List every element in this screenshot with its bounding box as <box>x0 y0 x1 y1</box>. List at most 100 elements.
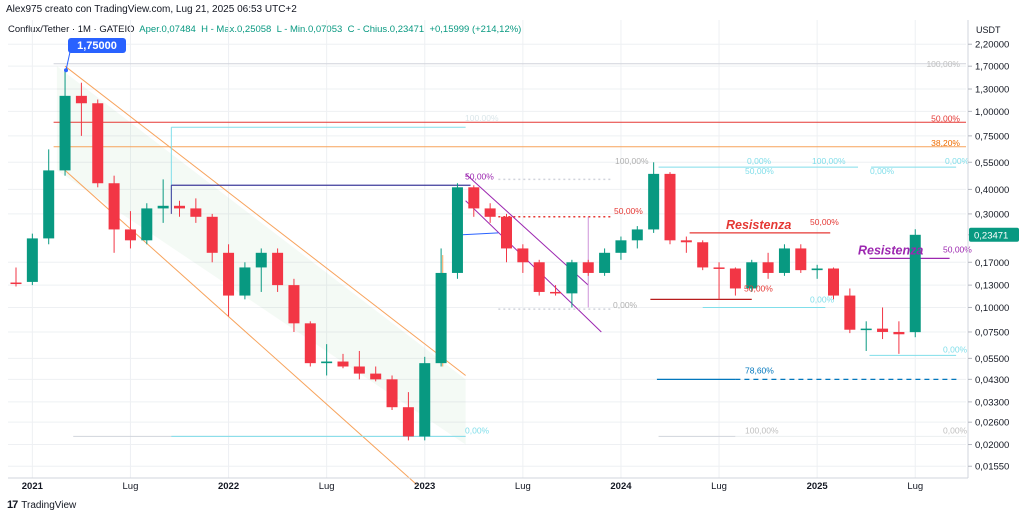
candle-body <box>582 262 594 273</box>
candle-body <box>484 208 496 217</box>
candle-body <box>157 205 169 209</box>
candle-body <box>844 295 856 330</box>
tradingview-brand[interactable]: 17 TradingView <box>7 499 76 511</box>
candle-body <box>272 252 284 286</box>
candle-body <box>517 248 529 263</box>
time-tick-label: 2021 <box>22 481 44 492</box>
candle-body <box>664 173 676 241</box>
candle-body <box>680 240 692 243</box>
candle-body <box>255 252 267 268</box>
ohlc-high: H - Max.0,25058 <box>201 24 272 35</box>
candles <box>10 71 921 441</box>
price-tick-label: 0,02600 <box>975 418 1009 429</box>
channel-lower-line <box>64 170 417 485</box>
candle-body <box>75 95 87 104</box>
price-tick-label: 0,13000 <box>975 281 1009 292</box>
brand-name: TradingView <box>21 499 77 511</box>
fib-level-label: 50,00% <box>810 217 839 227</box>
candle-body <box>599 252 611 273</box>
candle-body <box>451 187 463 273</box>
fib-level-label: 0,00% <box>810 294 835 304</box>
candle-body <box>353 366 365 374</box>
fib-level-label: 50,00% <box>614 206 643 216</box>
candle-body <box>533 262 545 292</box>
ohlc-open: Aper.0,07484 <box>139 24 196 35</box>
candle-body <box>860 328 872 331</box>
fib-level-label: 100,00% <box>615 156 649 166</box>
candle-body <box>43 170 55 239</box>
time-tick-label: Lug <box>711 481 727 492</box>
candle-body <box>419 363 431 437</box>
purple-channel-lower <box>465 200 602 333</box>
candle-body <box>762 262 774 273</box>
price-tick-label: 0,04300 <box>975 375 1009 386</box>
fib-level-label: 100,00% <box>926 59 960 69</box>
candle-body <box>174 205 185 209</box>
price-tick-label: 0,10000 <box>975 303 1009 314</box>
candle-body <box>746 262 758 289</box>
price-tick-label: 0,17000 <box>975 258 1009 269</box>
candle-body <box>26 238 38 282</box>
candle-body <box>370 373 382 380</box>
fib-level-label: 0,00% <box>943 344 968 354</box>
candle-body <box>615 240 627 253</box>
time-tick-label: Lug <box>319 481 335 492</box>
candle-body <box>386 379 398 408</box>
fib-level-label: 0,00% <box>613 300 638 310</box>
time-tick-label: 2023 <box>414 481 435 492</box>
price-tick-label: 0,01550 <box>975 462 1009 473</box>
candle-body <box>893 331 905 335</box>
fib-level-label: 100,00% <box>745 425 779 435</box>
candle-body <box>288 285 300 324</box>
time-axis[interactable]: 2021 Lug 2022 Lug 2023 Lug 2024 Lug 2025 Lug <box>8 477 968 492</box>
price-tick-label: 0,07500 <box>975 327 1009 338</box>
ohlc-close: C - Chius.0,23471 <box>347 24 425 35</box>
candle-body <box>877 328 889 332</box>
price-tick-label: 0,03300 <box>975 397 1009 408</box>
candle-body <box>124 229 136 241</box>
candle-body <box>795 248 807 271</box>
candle-body <box>697 242 709 268</box>
candle-body <box>141 208 153 241</box>
candle-body <box>566 262 578 294</box>
high-callout-label: 1,75000 <box>77 40 117 52</box>
current-price-badge <box>969 227 1019 242</box>
resistance-label-2: Resistenza <box>858 243 923 257</box>
time-tick-label: Lug <box>123 481 139 492</box>
high-callout-dot <box>64 68 68 73</box>
fib-level-label: 0,00% <box>747 156 772 166</box>
resistance-label-1: Resistenza <box>726 218 791 232</box>
candle-body <box>778 248 790 273</box>
ohlc-low: L - Min.0,07053 <box>276 24 343 35</box>
price-tick-label: 0,02000 <box>975 440 1009 451</box>
grid-lines <box>8 20 966 478</box>
currency-label: USDT <box>976 25 1001 35</box>
high-callout-box <box>68 38 126 53</box>
fib-level-label: 50,00% <box>931 113 960 123</box>
price-tick-label: 2,20000 <box>975 40 1009 51</box>
candle-body <box>631 229 643 241</box>
fib-level-label: 78,60% <box>745 365 774 375</box>
time-tick-label: 2025 <box>807 481 829 492</box>
fib-level-label: 50,00% <box>745 166 774 176</box>
price-tick-label: 1,00000 <box>975 107 1009 118</box>
candle-body <box>190 208 202 217</box>
fib-level-label: 0,00% <box>870 166 895 176</box>
price-axis[interactable]: 2,20000 1,70000 1,30000 1,00000 0,75000 0,550… <box>967 20 1019 478</box>
price-tick-label: 0,75000 <box>975 131 1009 142</box>
candle-body <box>909 234 921 333</box>
fib-level-label: 100,00% <box>465 113 499 123</box>
fib-level-label: 50,00% <box>465 171 494 181</box>
candle-body <box>108 183 120 230</box>
time-tick-label: Lug <box>907 481 923 492</box>
fib-level-label: 0,00% <box>465 425 490 435</box>
credit-text: Alex975 creato con TradingView.com, Lug … <box>6 4 297 15</box>
candle-body <box>92 103 104 184</box>
candle-body <box>828 268 839 296</box>
candle-body <box>811 268 823 271</box>
time-tick-label: 2022 <box>218 481 239 492</box>
fib-level-label: 50,00% <box>744 283 773 293</box>
blue-short-line <box>462 232 499 236</box>
price-tick-label: 1,70000 <box>975 62 1009 73</box>
